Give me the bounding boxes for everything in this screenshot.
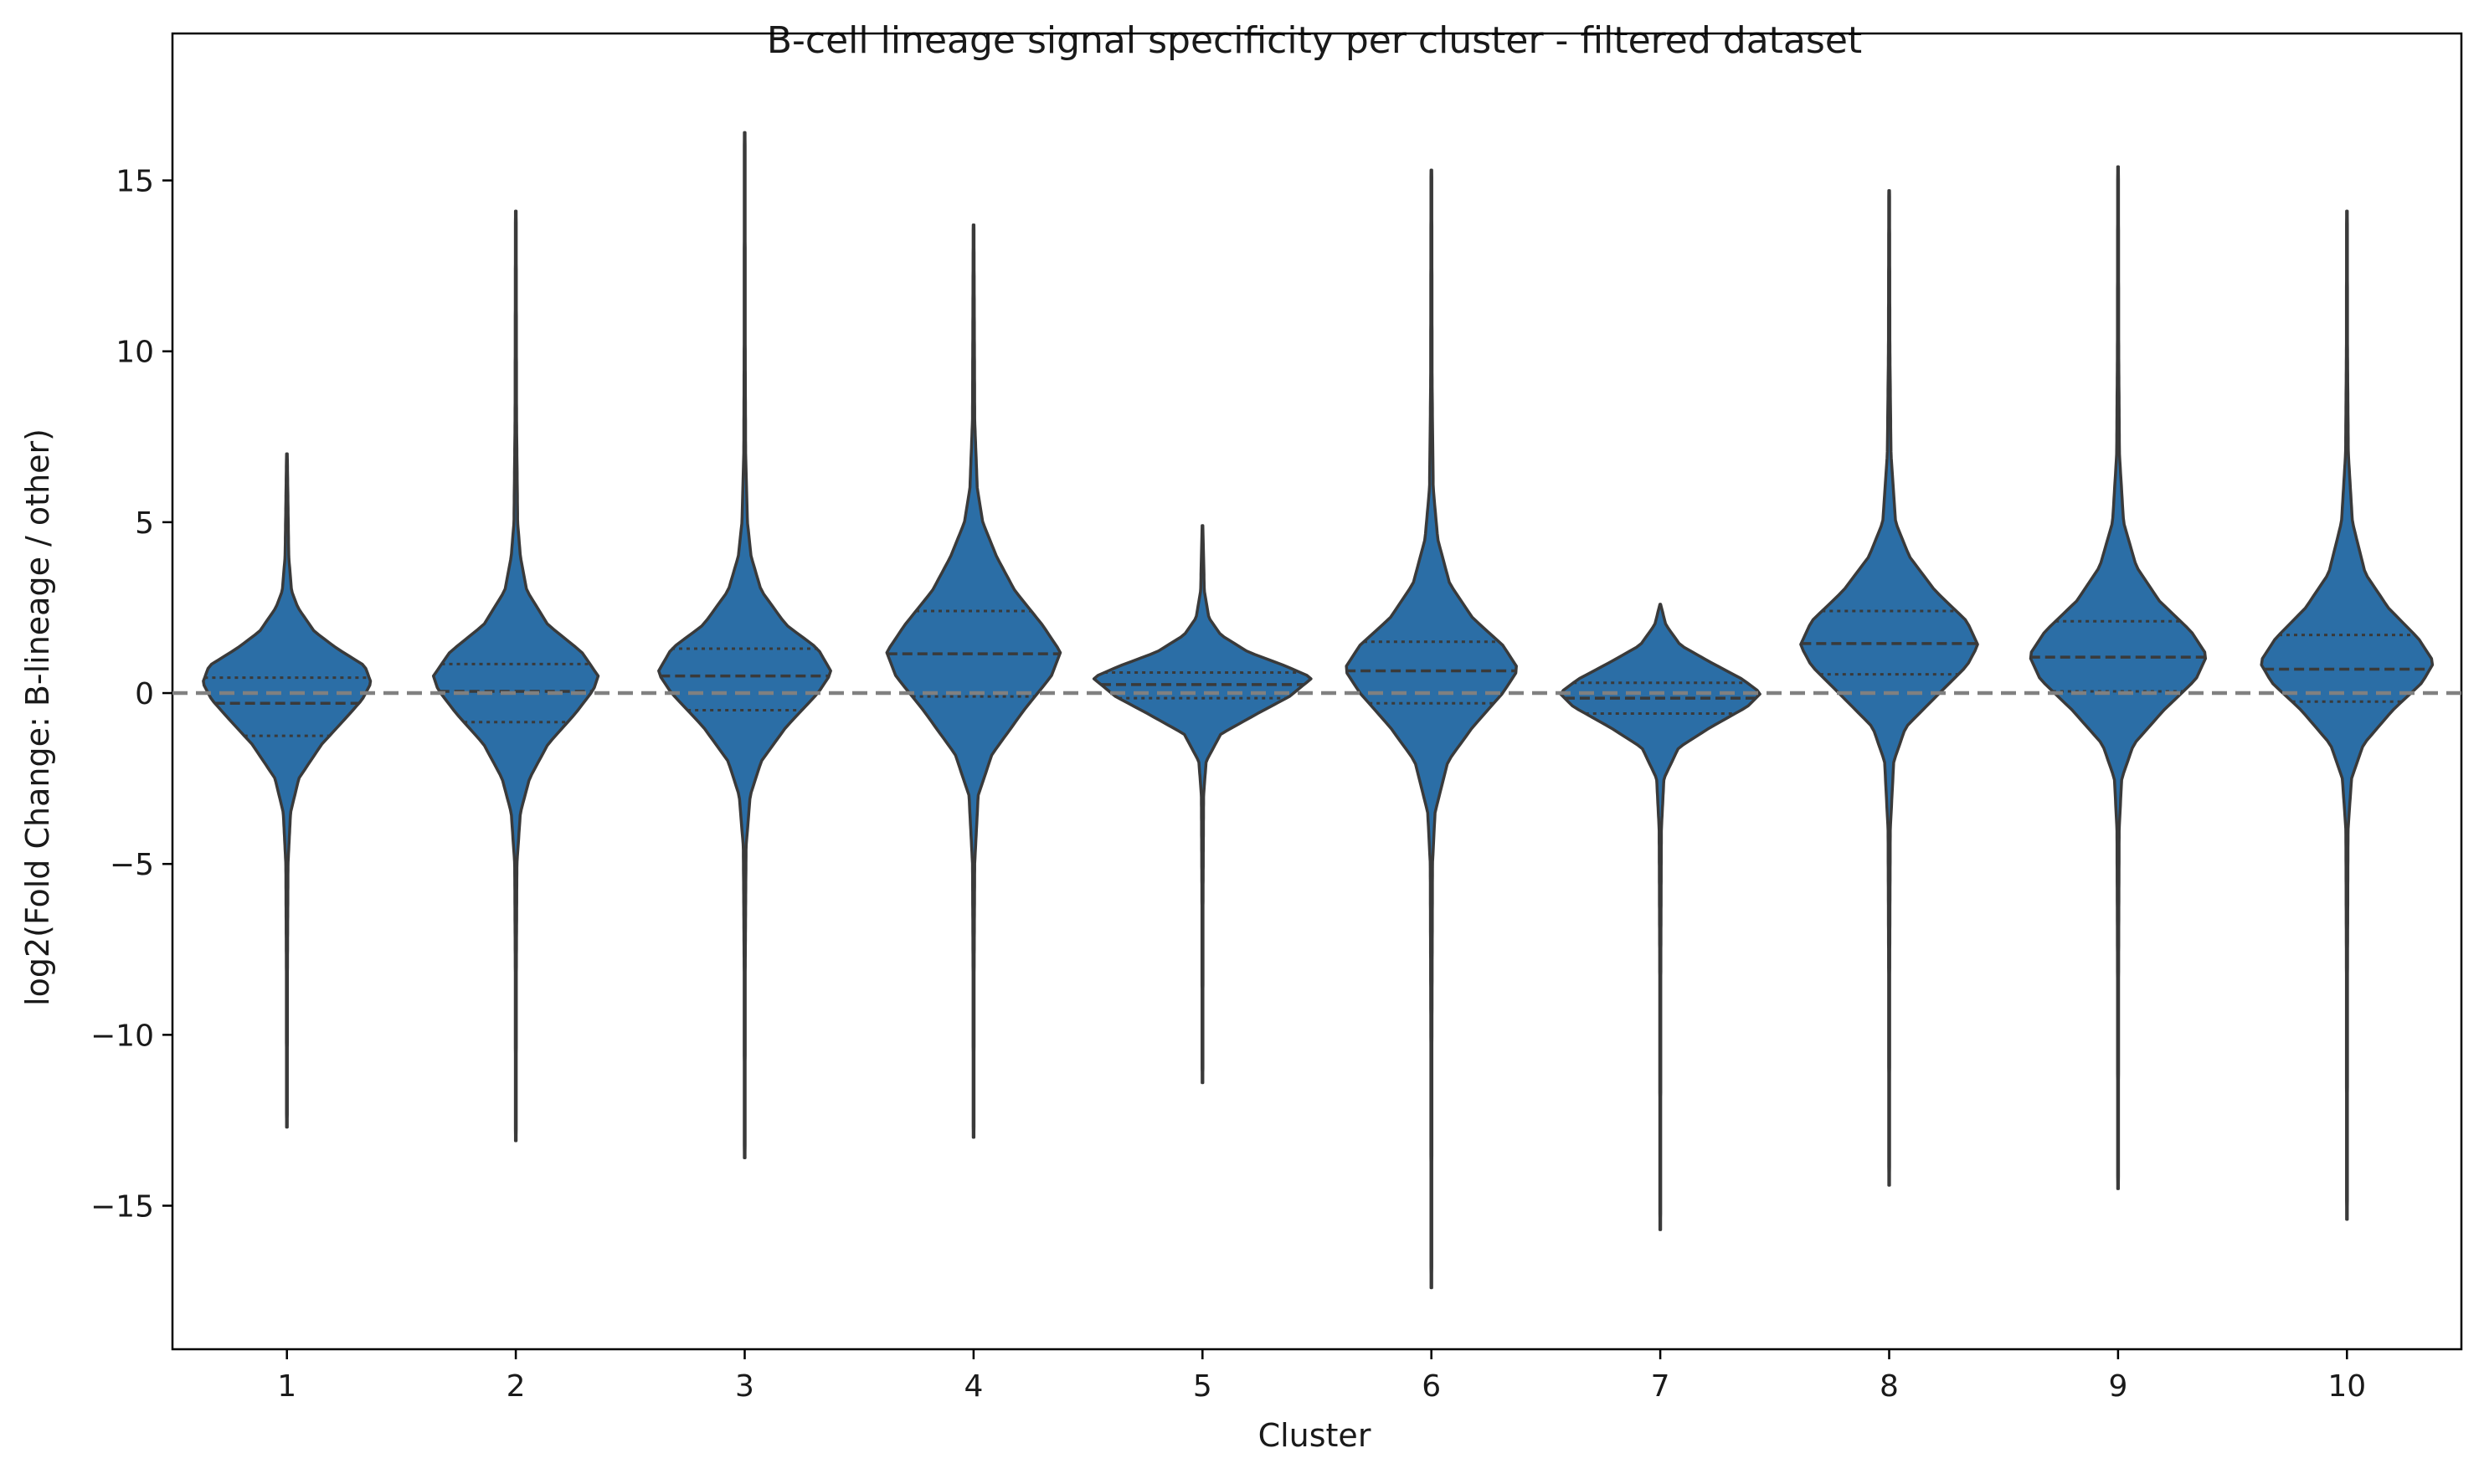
x-tick-label: 1 [277,1369,296,1404]
x-tick-label: 4 [964,1369,983,1404]
violin-body-8 [1799,189,1979,1187]
y-tick-label: −15 [90,1190,154,1225]
x-tick-label: 3 [735,1369,754,1404]
violin-body-5 [1092,524,1313,1085]
x-axis-label: Cluster [1258,1417,1371,1454]
plot-area: −15 −10 −5 0 5 10 15 1 2 3 4 5 6 7 8 9 10 [90,32,2463,1404]
y-tick-label: 15 [116,165,154,199]
x-tick-label: 2 [507,1369,526,1404]
y-tick-label: −10 [90,1019,154,1053]
violin-body-9 [2029,165,2208,1190]
x-tick-label: 7 [1651,1369,1670,1404]
x-tick-label: 9 [2108,1369,2127,1404]
violin-body-1 [202,452,373,1129]
violin-body-4 [885,223,1062,1139]
violin-body-6 [1345,168,1518,1290]
x-tick-label: 8 [1880,1369,1899,1404]
x-tick-label: 6 [1422,1369,1441,1404]
y-tick-label: 0 [135,677,154,711]
y-tick-label: 10 [116,336,154,370]
violin-body-7 [1559,603,1761,1231]
violin-body-10 [2260,209,2435,1221]
violin-body-2 [431,209,600,1143]
y-axis-label: log2(Fold Change: B-lineage / other) [19,429,56,1006]
x-tick-label: 5 [1193,1369,1212,1404]
violin-body-3 [657,131,832,1160]
chart-title: B-cell lineage signal specificity per cl… [767,19,1862,62]
x-tick-label: 10 [2327,1369,2366,1404]
y-tick-label: −5 [110,848,154,882]
y-tick-label: 5 [135,506,154,541]
